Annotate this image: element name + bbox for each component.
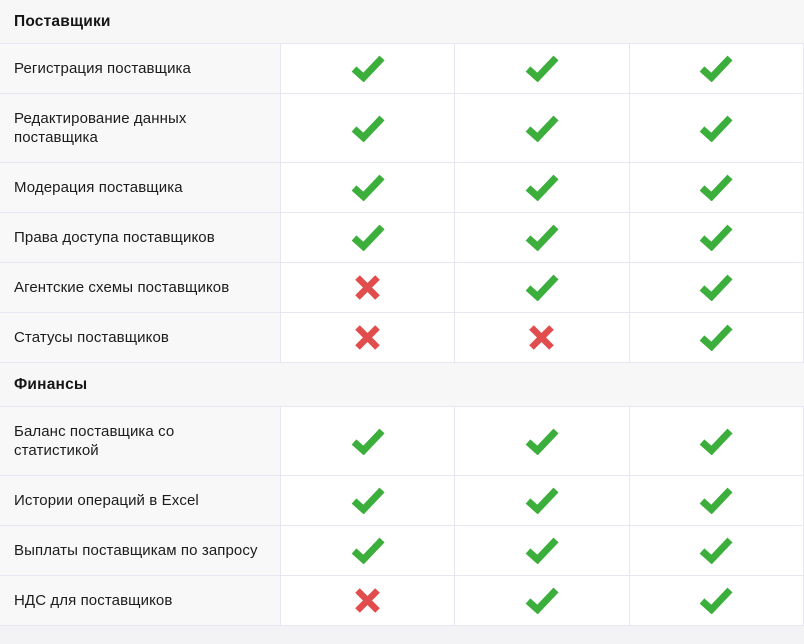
value-cell bbox=[454, 213, 629, 262]
check-icon bbox=[525, 174, 559, 201]
value-cell bbox=[628, 94, 804, 162]
check-icon bbox=[351, 55, 385, 82]
value-cell bbox=[454, 476, 629, 525]
value-cell bbox=[454, 313, 629, 362]
value-cell bbox=[280, 313, 455, 362]
check-icon bbox=[351, 428, 385, 455]
check-icon bbox=[699, 274, 733, 301]
feature-comparison-table: Поставщики Регистрация поставщика Редактир… bbox=[0, 0, 804, 626]
feature-label: НДС для поставщиков bbox=[0, 576, 280, 625]
feature-label: Агентские схемы поставщиков bbox=[0, 263, 280, 312]
value-cell bbox=[280, 263, 455, 312]
value-cell bbox=[280, 94, 455, 162]
value-cell bbox=[280, 213, 455, 262]
value-cell bbox=[628, 263, 804, 312]
check-icon bbox=[351, 224, 385, 251]
table-row: Агентские схемы поставщиков bbox=[0, 263, 804, 313]
value-cell bbox=[280, 476, 455, 525]
cross-icon bbox=[528, 324, 555, 351]
check-icon bbox=[699, 428, 733, 455]
value-cell bbox=[454, 576, 629, 625]
value-cell bbox=[454, 407, 629, 475]
table-row: Редактирование данных поставщика bbox=[0, 94, 804, 163]
value-cell bbox=[628, 476, 804, 525]
check-icon bbox=[525, 55, 559, 82]
table-row: Права доступа поставщиков bbox=[0, 213, 804, 263]
table-row: НДС для поставщиков bbox=[0, 576, 804, 626]
feature-label: Права доступа поставщиков bbox=[0, 213, 280, 262]
value-cell bbox=[454, 526, 629, 575]
value-cell bbox=[280, 526, 455, 575]
table-row: Регистрация поставщика bbox=[0, 44, 804, 94]
check-icon bbox=[699, 115, 733, 142]
check-icon bbox=[351, 537, 385, 564]
table-row: Модерация поставщика bbox=[0, 163, 804, 213]
table-row: Баланс поставщика со статистикой bbox=[0, 407, 804, 476]
value-cell bbox=[454, 263, 629, 312]
section-title: Финансы bbox=[14, 376, 88, 393]
value-cell bbox=[628, 313, 804, 362]
value-cell bbox=[628, 526, 804, 575]
section-title: Поставщики bbox=[14, 13, 111, 30]
check-icon bbox=[699, 587, 733, 614]
value-cell bbox=[628, 407, 804, 475]
value-cell bbox=[280, 576, 455, 625]
check-icon bbox=[525, 537, 559, 564]
feature-label: Регистрация поставщика bbox=[0, 44, 280, 93]
section-row: Поставщики bbox=[0, 0, 804, 44]
section-row: Финансы bbox=[0, 363, 804, 407]
check-icon bbox=[699, 487, 733, 514]
check-icon bbox=[699, 224, 733, 251]
value-cell bbox=[628, 213, 804, 262]
value-cell bbox=[280, 407, 455, 475]
value-cell bbox=[628, 44, 804, 93]
check-icon bbox=[351, 487, 385, 514]
value-cell bbox=[628, 576, 804, 625]
table-row: Выплаты поставщикам по запросу bbox=[0, 526, 804, 576]
value-cell bbox=[280, 44, 455, 93]
check-icon bbox=[525, 115, 559, 142]
cross-icon bbox=[354, 324, 381, 351]
value-cell bbox=[454, 94, 629, 162]
table-rows: Поставщики Регистрация поставщика Редактир… bbox=[0, 0, 804, 626]
feature-label: Баланс поставщика со статистикой bbox=[0, 407, 280, 475]
table-row: Истории операций в Excel bbox=[0, 476, 804, 526]
feature-label: Истории операций в Excel bbox=[0, 476, 280, 525]
feature-label: Выплаты поставщикам по запросу bbox=[0, 526, 280, 575]
feature-label: Статусы поставщиков bbox=[0, 313, 280, 362]
check-icon bbox=[525, 487, 559, 514]
value-cell bbox=[628, 163, 804, 212]
check-icon bbox=[699, 537, 733, 564]
value-cell bbox=[454, 163, 629, 212]
feature-label: Модерация поставщика bbox=[0, 163, 280, 212]
check-icon bbox=[699, 174, 733, 201]
check-icon bbox=[351, 174, 385, 201]
check-icon bbox=[351, 115, 385, 142]
check-icon bbox=[525, 587, 559, 614]
cross-icon bbox=[354, 587, 381, 614]
value-cell bbox=[454, 44, 629, 93]
check-icon bbox=[525, 224, 559, 251]
cross-icon bbox=[354, 274, 381, 301]
table-row: Статусы поставщиков bbox=[0, 313, 804, 363]
check-icon bbox=[699, 324, 733, 351]
check-icon bbox=[525, 428, 559, 455]
check-icon bbox=[699, 55, 733, 82]
value-cell bbox=[280, 163, 455, 212]
feature-label: Редактирование данных поставщика bbox=[0, 94, 280, 162]
check-icon bbox=[525, 274, 559, 301]
